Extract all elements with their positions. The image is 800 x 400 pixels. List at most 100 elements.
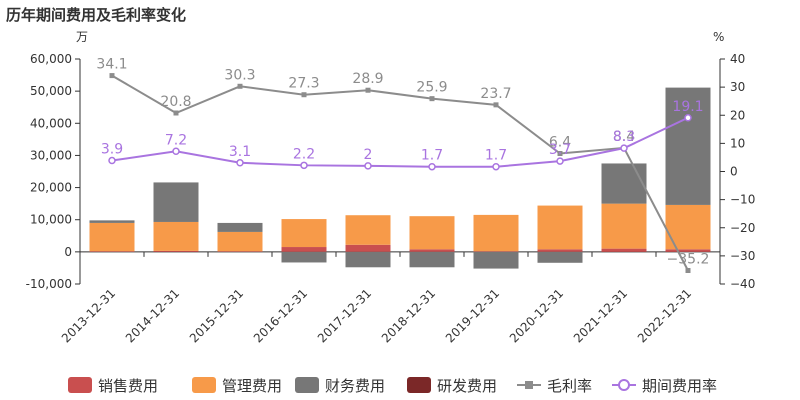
- bar-segment: [89, 251, 135, 252]
- bar-segment: [153, 250, 199, 252]
- gross-margin-label: 20.8: [160, 94, 191, 110]
- legend-label: 毛利率: [547, 377, 592, 395]
- gross-margin-point: [557, 151, 563, 156]
- period-expense-rate-label: 7.2: [165, 132, 187, 148]
- left-tick-label: 60,000: [30, 52, 72, 66]
- left-tick-label: 0: [64, 245, 72, 259]
- legend-swatch: [192, 377, 216, 393]
- right-tick-label: −10: [730, 193, 755, 207]
- bar-segment: [281, 219, 327, 248]
- bar-segment: [537, 251, 583, 263]
- x-tick-label: 2017-12-31: [315, 286, 374, 345]
- period-expense-rate-point: [172, 147, 180, 155]
- x-tick-label: 2014-12-31: [123, 286, 182, 345]
- left-tick-label: 50,000: [30, 84, 72, 98]
- data-labels: 34.120.830.327.3 28.925.9 23.76.4 8.4−35.23…: [96, 57, 709, 268]
- bar-segment: [473, 251, 519, 252]
- x-tick-label: 2013-12-31: [59, 286, 118, 345]
- gross-margin-point: [173, 110, 179, 116]
- bar-segment: [537, 249, 583, 252]
- bar-segment: [89, 222, 135, 252]
- period-expense-rate-label: 3.7: [549, 142, 571, 158]
- period-expense-rate-label: 2: [364, 147, 373, 163]
- period-expense-rate-label: 19.1: [672, 99, 703, 115]
- legend-item[interactable]: 期间费用率: [612, 377, 717, 395]
- bar-segment: [409, 251, 455, 268]
- lines: [108, 73, 692, 273]
- period-expense-rate-label: 3.1: [229, 144, 251, 160]
- x-tick-label: 2022-12-31: [635, 286, 694, 345]
- period-expense-rate-point: [364, 162, 372, 170]
- bar-segment: [345, 215, 391, 245]
- gross-margin-point: [429, 96, 435, 102]
- period-expense-rate-label: 2.2: [293, 146, 315, 162]
- gross-margin-label: 25.9: [416, 80, 447, 96]
- legend-swatch: [407, 377, 431, 393]
- bar-segment: [537, 205, 583, 250]
- bar-segment: [345, 244, 391, 252]
- left-tick-label: 40,000: [30, 116, 72, 130]
- x-tick-label: 2016-12-31: [251, 286, 310, 345]
- gross-margin-label: 30.3: [224, 67, 255, 83]
- right-axis-unit: %: [713, 30, 724, 44]
- bar-segment: [281, 251, 327, 263]
- period-expense-rate-point: [300, 161, 308, 170]
- bar-segment: [409, 249, 455, 252]
- period-expense-rate-point: [684, 114, 692, 122]
- bar-segment: [281, 247, 327, 252]
- gross-margin-point: [493, 102, 499, 108]
- legend-item[interactable]: 研发费用: [407, 377, 497, 395]
- gross-margin-label: 27.3: [288, 76, 319, 92]
- bar-segment: [665, 204, 711, 250]
- period-expense-rate-point: [492, 162, 500, 171]
- right-tick-label: −20: [730, 221, 755, 235]
- gross-margin-label: 23.7: [480, 86, 511, 102]
- period-expense-rate-point: [620, 144, 628, 152]
- bar-segment: [217, 251, 263, 252]
- left-tick-label: 30,000: [30, 148, 72, 162]
- gross-margin-point: [301, 92, 307, 98]
- legend-item[interactable]: 管理费用: [192, 377, 282, 395]
- legend-item[interactable]: 财务费用: [295, 377, 385, 395]
- legend-item[interactable]: 销售费用: [68, 377, 158, 395]
- right-tick-label: −30: [730, 249, 755, 263]
- left-axis-unit: 万: [76, 30, 88, 44]
- gross-margin-point: [237, 83, 243, 89]
- bar-segment: [601, 248, 647, 252]
- period-expense-rate-label: 8.3: [613, 129, 635, 145]
- gross-margin-label: 8.4: [613, 129, 635, 145]
- legend-label: 期间费用率: [642, 377, 717, 395]
- period-expense-rate-label: 1.7: [421, 148, 443, 164]
- gross-margin-point: [685, 268, 691, 273]
- gross-margin-label: −35.2: [667, 252, 710, 268]
- gross-margin-label: 6.4: [549, 135, 571, 151]
- x-tick-label: 2015-12-31: [187, 286, 246, 345]
- legend-swatch: [68, 377, 92, 393]
- legend-marker: [618, 379, 630, 391]
- right-tick-label: 10: [730, 136, 745, 150]
- right-tick-label: 20: [730, 108, 745, 122]
- bar-segment: [601, 163, 647, 204]
- right-tick-label: −40: [730, 277, 755, 291]
- period-expense-rate-point: [556, 157, 564, 165]
- bar-segment: [665, 249, 711, 252]
- period-expense-rate-point: [108, 156, 116, 165]
- left-tick-label: 20,000: [30, 181, 72, 195]
- right-tick-label: 40: [730, 52, 745, 66]
- x-tick-label: 2018-12-31: [379, 286, 438, 345]
- bar-segment: [153, 221, 199, 251]
- gross-margin-label: 34.1: [96, 57, 127, 73]
- period-expense-rate-label: 3.9: [101, 142, 123, 158]
- legend-item[interactable]: 毛利率: [517, 377, 592, 395]
- period-expense-rate-label: 1.7: [485, 148, 507, 164]
- bar-segment: [153, 182, 199, 222]
- legend-label: 财务费用: [325, 377, 385, 395]
- legend-label: 研发费用: [437, 377, 497, 395]
- bars: [89, 87, 711, 269]
- bar-segment: [473, 251, 519, 269]
- period-expense-rate-line: [111, 116, 689, 168]
- bar-segment: [409, 216, 455, 250]
- gross-margin-point: [365, 87, 371, 93]
- legend-label: 管理费用: [222, 377, 282, 395]
